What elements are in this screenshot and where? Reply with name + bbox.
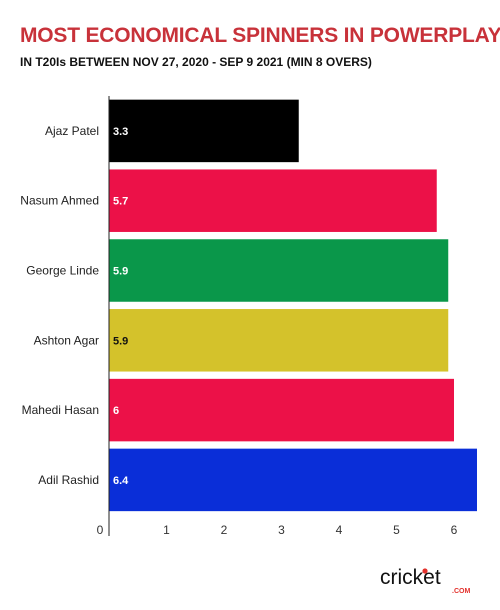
- cricket-logo: cricket .COM: [380, 566, 470, 595]
- category-label: Ajaz Patel: [45, 124, 99, 138]
- category-label: Ashton Agar: [34, 333, 99, 347]
- x-tick-label: 2: [221, 523, 228, 537]
- logo-main-text: cricket: [380, 566, 441, 589]
- bar: [109, 378, 454, 442]
- x-tick-label: 4: [336, 523, 343, 537]
- bar: [109, 448, 477, 512]
- bar: [109, 239, 449, 302]
- data-label: 6: [113, 405, 119, 417]
- bar: [109, 169, 437, 232]
- category-label: Mahedi Hasan: [22, 403, 99, 417]
- chart-subtitle: IN T20Is BETWEEN NOV 27, 2020 - SEP 9 20…: [20, 55, 372, 69]
- category-label: Nasum Ahmed: [20, 194, 99, 208]
- data-label: 6.4: [113, 475, 129, 487]
- category-label: George Linde: [26, 264, 99, 278]
- bar: [109, 99, 299, 163]
- chart-title: MOST ECONOMICAL SPINNERS IN POWERPLAY: [20, 24, 500, 47]
- data-label: 5.9: [113, 335, 128, 347]
- data-label: 3.3: [113, 126, 128, 138]
- x-tick-label: 0: [97, 523, 104, 537]
- x-tick-label: 3: [278, 523, 285, 537]
- data-label: 5.7: [113, 196, 128, 208]
- bar: [109, 309, 449, 372]
- data-label: 5.9: [113, 266, 128, 278]
- x-tick-label: 1: [163, 523, 170, 537]
- logo-sub-text: .COM: [452, 588, 470, 595]
- x-tick-label: 6: [451, 523, 458, 537]
- category-label: Adil Rashid: [38, 473, 99, 487]
- x-tick-label: 5: [393, 523, 400, 537]
- logo-ball-icon: [422, 568, 428, 574]
